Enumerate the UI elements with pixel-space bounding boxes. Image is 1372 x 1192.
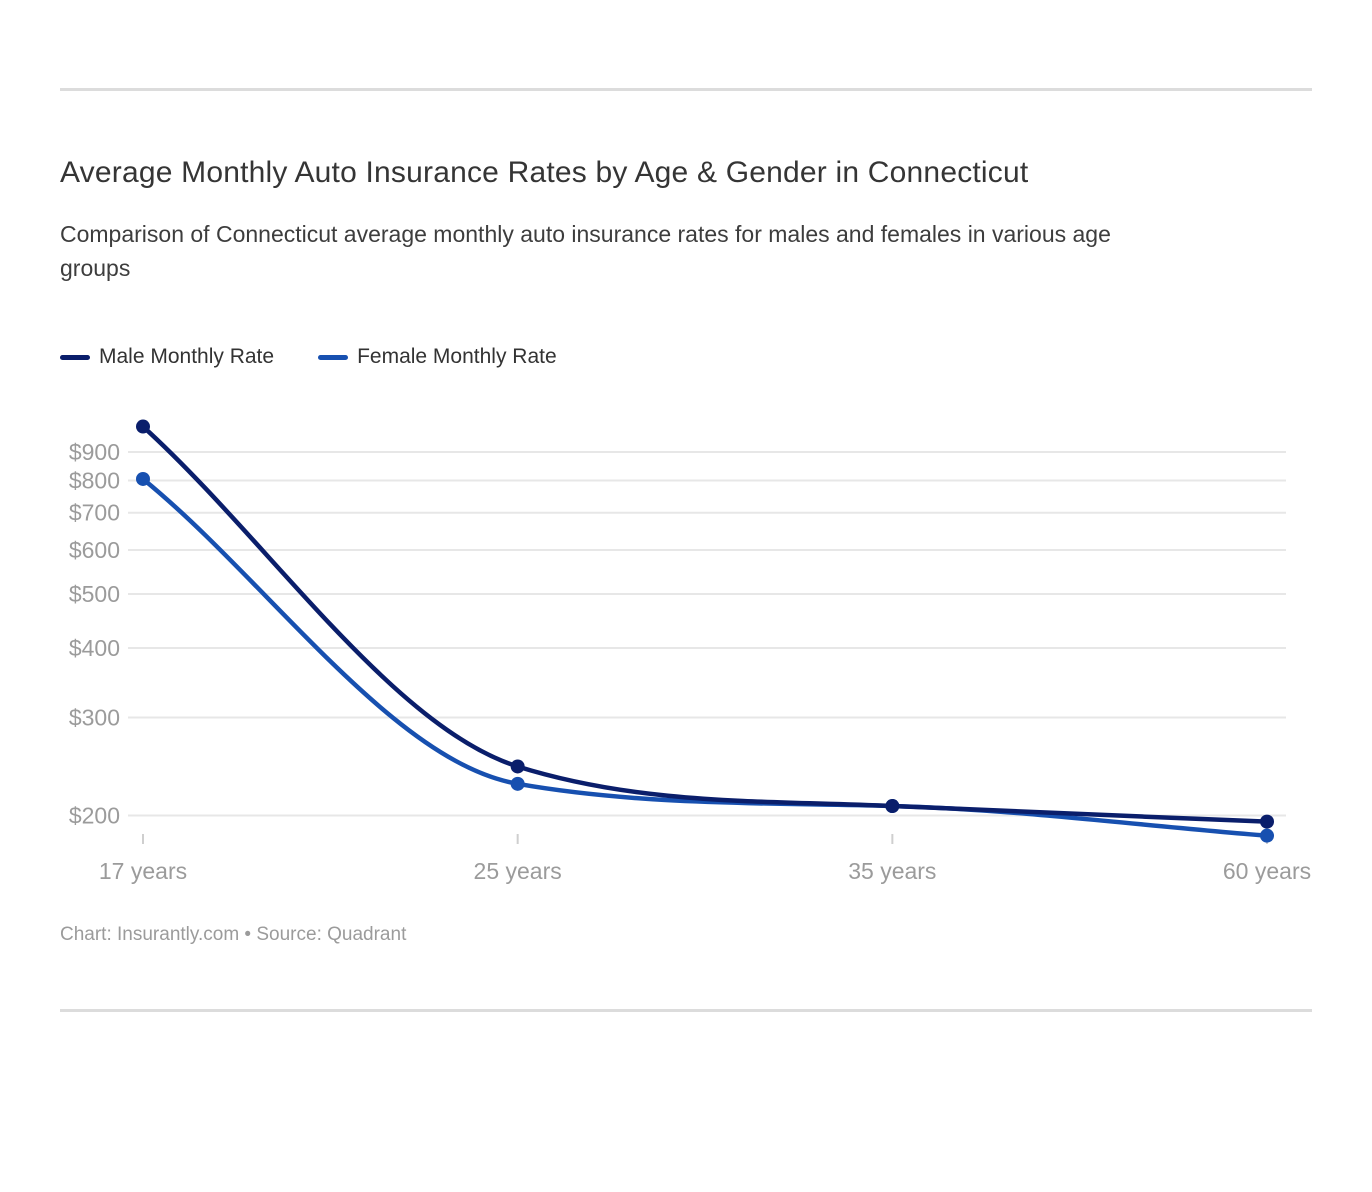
male-monthly-rate-line [140,424,1270,824]
female-monthly-rate-line [140,476,1270,838]
legend-swatch-male-monthly-rate [60,354,90,360]
legend-item-female-monthly-rate: Female Monthly Rate [318,345,557,369]
chart-page: Average Monthly Auto Insurance Rates by … [0,88,1372,1012]
female-monthly-rate-point [136,471,150,486]
y-tick-label: $700 [69,500,120,526]
male-monthly-rate-point [510,759,525,774]
bottom-divider [60,1009,1312,1012]
female-monthly-rate-point [1260,828,1275,843]
legend-swatch-female-monthly-rate [318,354,349,360]
chart-footer: Chart: Insurantly.com • Source: Quadrant [60,924,407,945]
subtitle-line-1: Comparison of Connecticut average monthl… [60,221,1111,247]
series-lines [140,424,1270,838]
chart-title: Average Monthly Auto Insurance Rates by … [60,156,1029,189]
y-tick-label: $300 [69,705,120,731]
series-points [136,419,1275,843]
chart-subtitle: Comparison of Connecticut average monthl… [60,217,1312,285]
y-tick-label: $900 [69,439,120,465]
y-gridlines: $900$800 $700 $600 $500 $400 $300 $200 [69,439,1286,829]
subtitle-line-2: groups [60,255,131,281]
x-tick-label: 17 years [99,858,187,884]
legend-item-male-monthly-rate: Male Monthly Rate [60,345,274,369]
line-chart-svg: $900$800 $700 $600 $500 $400 $300 $200 17 years… [69,419,1311,884]
y-tick-label: $600 [69,537,120,563]
male-monthly-rate-point [1260,814,1275,829]
y-tick-label: $200 [69,803,120,829]
x-tick-label: 25 years [474,858,562,884]
y-tick-label: $500 [69,581,120,607]
y-tick-label: $400 [69,635,120,661]
female-monthly-rate-point [510,776,525,791]
x-tick-label: 60 years [1223,858,1311,884]
chart-legend: Male Monthly Rate Female Monthly Rate [60,345,1312,369]
x-axis: 17 years 25 years 35 years 60 years [99,834,1311,884]
legend-label: Female Monthly Rate [357,345,557,368]
y-tick-label: $800 [69,467,120,493]
male-monthly-rate-point [136,419,150,434]
x-tick-label: 35 years [848,858,936,884]
top-divider [60,88,1312,91]
legend-label: Male Monthly Rate [99,345,275,368]
line-chart: $900 $800 $700 $600 $500 $400 $300 $200 17 years… [60,406,1312,891]
male-monthly-rate-point [885,799,900,814]
